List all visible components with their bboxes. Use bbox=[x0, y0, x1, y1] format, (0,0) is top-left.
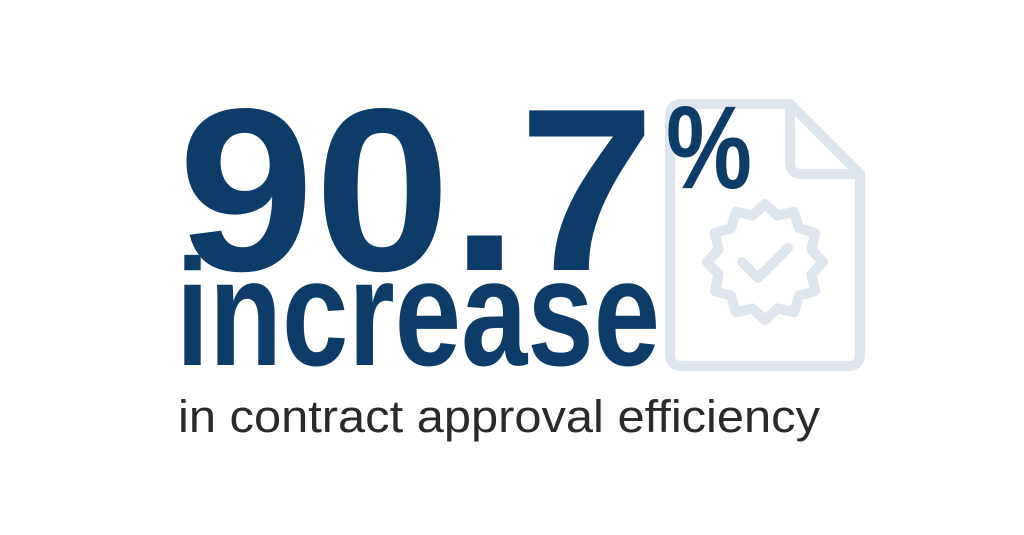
document-fold bbox=[785, 99, 865, 179]
stat-unit: % bbox=[666, 82, 752, 214]
checkmark bbox=[737, 243, 793, 283]
stat-description: in contract approval efficiency bbox=[178, 391, 821, 442]
stat-value: 90.7 bbox=[178, 61, 655, 320]
document-outline bbox=[665, 99, 865, 371]
stat-label: increase bbox=[176, 228, 660, 398]
badge bbox=[702, 199, 828, 325]
document-icon bbox=[665, 99, 865, 371]
